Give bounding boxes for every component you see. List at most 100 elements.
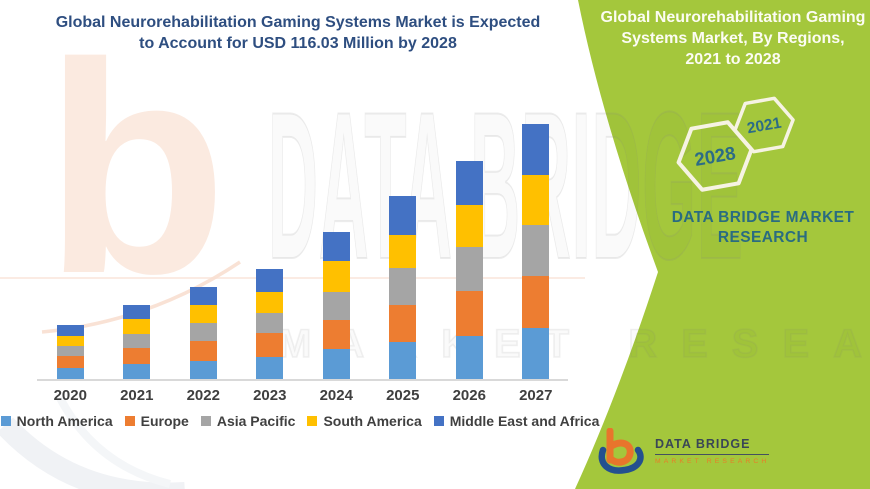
hexagon-2028-outline-icon (676, 120, 754, 192)
bar-slot-2027 (503, 117, 570, 379)
legend-label-north-america: North America (16, 413, 113, 429)
legend-swatch-south-america (307, 416, 318, 426)
legend-item-north-america: North America (0, 413, 113, 429)
bar-slot-2021 (104, 117, 171, 379)
bar-slot-2024 (303, 117, 370, 379)
bar-segment-europe-2020 (56, 356, 84, 368)
legend-swatch-middle-east-and-africa (433, 416, 444, 426)
green-panel-shape (575, 0, 870, 489)
legend-label-south-america: South America (323, 413, 422, 429)
hexagon-2028-label: 2028 (693, 142, 737, 170)
bar-segment-south-america-2021 (123, 319, 151, 334)
bar-2020 (56, 325, 84, 379)
bar-segment-europe-2021 (123, 348, 151, 364)
x-label-2022: 2022 (186, 387, 220, 404)
bar-segment-north-america-2021 (123, 364, 151, 379)
side-panel-brand-text: DATA BRIDGE MARKET RESEARCH (671, 209, 855, 246)
bar-segment-middle-east-and-africa-2021 (123, 305, 151, 319)
hexagon-2021-outline-icon (733, 96, 795, 154)
logo-blue-swoosh-icon (598, 446, 644, 474)
legend-item-south-america: South America (307, 413, 422, 429)
x-axis-labels: 2020 2021 2022 2023 2024 2025 2026 2027 (37, 387, 569, 404)
stacked-bar-plot (37, 117, 569, 379)
legend-label-middle-east-and-africa: Middle East and Africa (449, 413, 600, 429)
bar-segment-europe-2022 (189, 341, 217, 361)
bar-segment-north-america-2026 (455, 336, 483, 379)
bar-slot-2026 (436, 117, 503, 379)
bar-segment-middle-east-and-africa-2022 (189, 287, 217, 305)
bar-2025 (389, 196, 417, 379)
bar-segment-south-america-2020 (56, 336, 84, 346)
bar-segment-south-america-2024 (322, 261, 350, 292)
legend-swatch-asia-pacific (200, 416, 211, 426)
bar-segment-asia-pacific-2027 (522, 225, 550, 276)
bar-2027 (522, 124, 550, 379)
chart-legend: North America Europe Asia Pacific South Ame… (0, 413, 599, 429)
bar-segment-middle-east-and-africa-2027 (522, 124, 550, 175)
bar-segment-middle-east-and-africa-2025 (389, 196, 417, 235)
x-label-2021: 2021 (120, 387, 154, 404)
bar-segment-asia-pacific-2021 (123, 334, 151, 348)
x-label-2026: 2026 (452, 387, 486, 404)
bar-segment-europe-2026 (455, 291, 483, 336)
logo-tagline: MARKET RESEARCH (655, 458, 770, 465)
bar-2026 (455, 161, 483, 379)
bar-segment-north-america-2022 (189, 361, 217, 379)
dbmr-logo-mark (598, 428, 644, 474)
bar-segment-north-america-2020 (56, 368, 84, 379)
x-label-2023: 2023 (253, 387, 287, 404)
hexagon-2028: 2028 (676, 120, 754, 192)
bar-segment-asia-pacific-2023 (256, 313, 284, 333)
bar-slot-2023 (237, 117, 304, 379)
bar-segment-south-america-2022 (189, 305, 217, 323)
legend-swatch-europe (124, 416, 135, 426)
bar-slot-2025 (370, 117, 437, 379)
x-label-2025: 2025 (386, 387, 420, 404)
hexagon-badges: 2028 2021 (676, 96, 795, 192)
hexagon-2021-label: 2021 (746, 115, 783, 138)
bar-2022 (189, 287, 217, 379)
bar-segment-north-america-2024 (322, 349, 350, 379)
bar-2023 (256, 269, 284, 379)
legend-item-asia-pacific: Asia Pacific (200, 413, 296, 429)
hexagon-2021: 2021 (733, 96, 795, 154)
bar-segment-europe-2025 (389, 305, 417, 342)
logo-text-block: DATA BRIDGE MARKET RESEARCH (655, 437, 770, 465)
bar-segment-europe-2023 (256, 333, 284, 357)
green-panel-path (575, 0, 870, 489)
logo-name: DATA BRIDGE (655, 437, 770, 455)
bar-segment-north-america-2023 (256, 357, 284, 379)
legend-label-europe: Europe (140, 413, 189, 429)
dbmr-logo: DATA BRIDGE MARKET RESEARCH (597, 428, 770, 474)
bar-segment-north-america-2025 (389, 342, 417, 379)
bar-segment-asia-pacific-2022 (189, 323, 217, 341)
bar-segment-middle-east-and-africa-2026 (455, 161, 483, 205)
x-label-2024: 2024 (319, 387, 353, 404)
bar-2021 (123, 305, 151, 379)
legend-item-middle-east-and-africa: Middle East and Africa (433, 413, 600, 429)
bar-segment-asia-pacific-2026 (455, 247, 483, 291)
x-axis-line (37, 379, 568, 381)
peach-b-watermark: b (44, 0, 228, 336)
bar-segment-north-america-2027 (522, 328, 550, 379)
bar-segment-south-america-2026 (455, 205, 483, 247)
legend-label-asia-pacific: Asia Pacific (216, 413, 296, 429)
legend-item-europe: Europe (124, 413, 189, 429)
bar-slot-2020 (37, 117, 104, 379)
bar-segment-europe-2024 (322, 320, 350, 349)
side-panel-title: Global Neurorehabilitation Gaming System… (600, 9, 866, 68)
bar-segment-asia-pacific-2024 (322, 292, 350, 320)
x-label-2027: 2027 (519, 387, 553, 404)
bar-segment-europe-2027 (522, 276, 550, 328)
bar-segment-asia-pacific-2020 (56, 346, 84, 356)
bar-segment-middle-east-and-africa-2020 (56, 325, 84, 336)
bar-slot-2022 (170, 117, 237, 379)
peach-divider-line (0, 277, 585, 279)
bar-segment-asia-pacific-2025 (389, 268, 417, 305)
chart-title: Global Neurorehabilitation Gaming System… (55, 14, 541, 52)
bar-segment-south-america-2025 (389, 235, 417, 268)
bar-segment-south-america-2023 (256, 292, 284, 313)
bar-segment-south-america-2027 (522, 175, 550, 225)
legend-swatch-north-america (0, 416, 11, 426)
gray-swoosh-icon (0, 417, 185, 489)
